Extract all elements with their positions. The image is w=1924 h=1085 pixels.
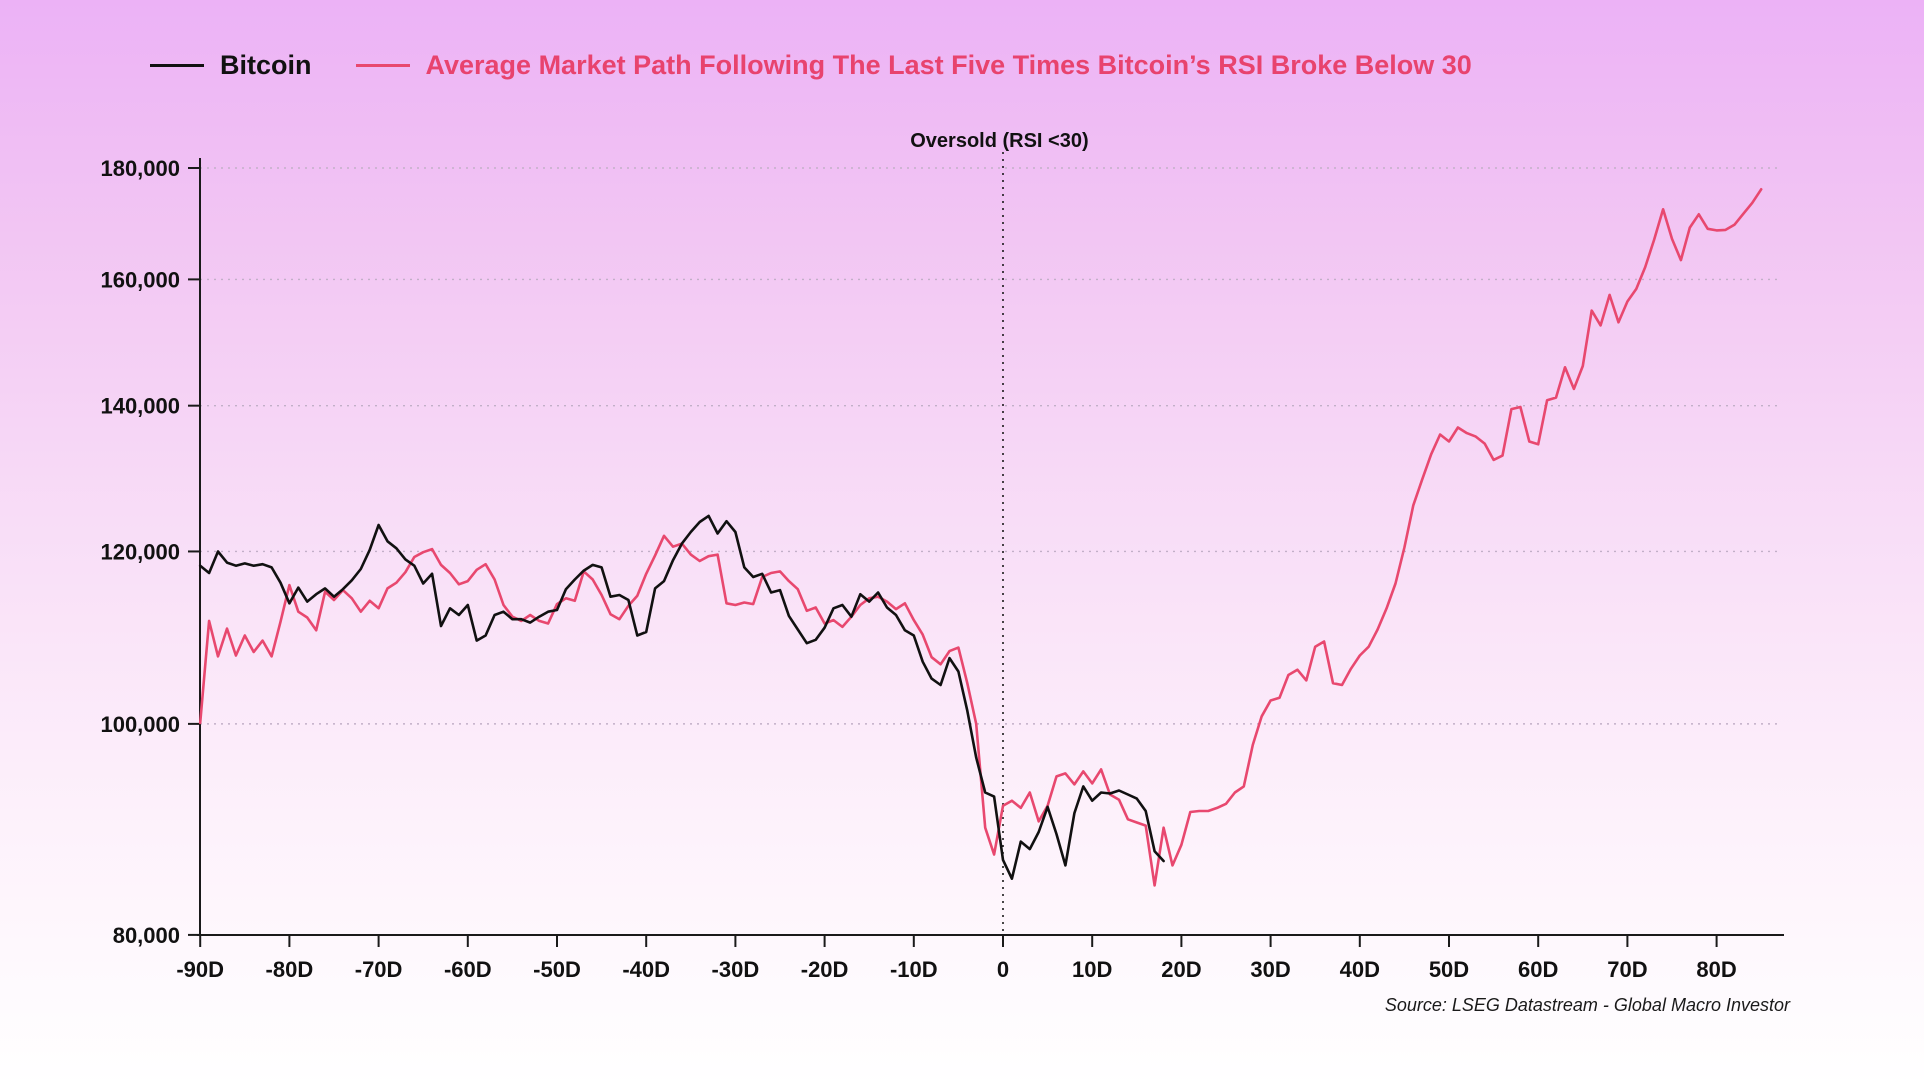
x-tick-label: -30D	[712, 957, 760, 982]
y-tick-label: 120,000	[100, 539, 180, 564]
x-tick-label: 60D	[1518, 957, 1558, 982]
x-tick-label: 0	[997, 957, 1009, 982]
x-tick-label: -40D	[622, 957, 670, 982]
x-tick-label: 20D	[1161, 957, 1201, 982]
x-tick-label: 80D	[1696, 957, 1736, 982]
x-tick-label: -50D	[533, 957, 581, 982]
y-tick-label: 80,000	[113, 923, 180, 948]
source-credit: Source: LSEG Datastream - Global Macro I…	[1384, 995, 1790, 1015]
bitcoin-legend-label: Bitcoin	[220, 49, 312, 80]
x-tick-label: 40D	[1340, 957, 1380, 982]
x-tick-label: -70D	[355, 957, 403, 982]
x-tick-label: -60D	[444, 957, 492, 982]
x-tick-label: -10D	[890, 957, 938, 982]
x-tick-label: 10D	[1072, 957, 1112, 982]
oversold-annotation: Oversold (RSI <30)	[910, 130, 1089, 152]
x-tick-label: 70D	[1607, 957, 1647, 982]
average-path-line	[198, 188, 1763, 887]
chart-legend: Bitcoin Average Market Path Following Th…	[150, 48, 1516, 82]
x-tick-label: -90D	[176, 957, 224, 982]
x-tick-label: -20D	[801, 957, 849, 982]
y-tick-label: 180,000	[100, 156, 180, 181]
bitcoin-line	[198, 514, 1165, 881]
y-tick-label: 160,000	[100, 267, 180, 292]
x-tick-label: -80D	[266, 957, 314, 982]
y-tick-label: 140,000	[100, 394, 180, 419]
bitcoin-legend-swatch	[150, 63, 204, 67]
average-path-legend-swatch	[355, 63, 410, 67]
y-tick-label: 100,000	[100, 712, 180, 737]
x-tick-label: 30D	[1250, 957, 1290, 982]
average-path-legend-label: Average Market Path Following The Last F…	[425, 49, 1472, 80]
x-tick-label: 50D	[1429, 957, 1469, 982]
